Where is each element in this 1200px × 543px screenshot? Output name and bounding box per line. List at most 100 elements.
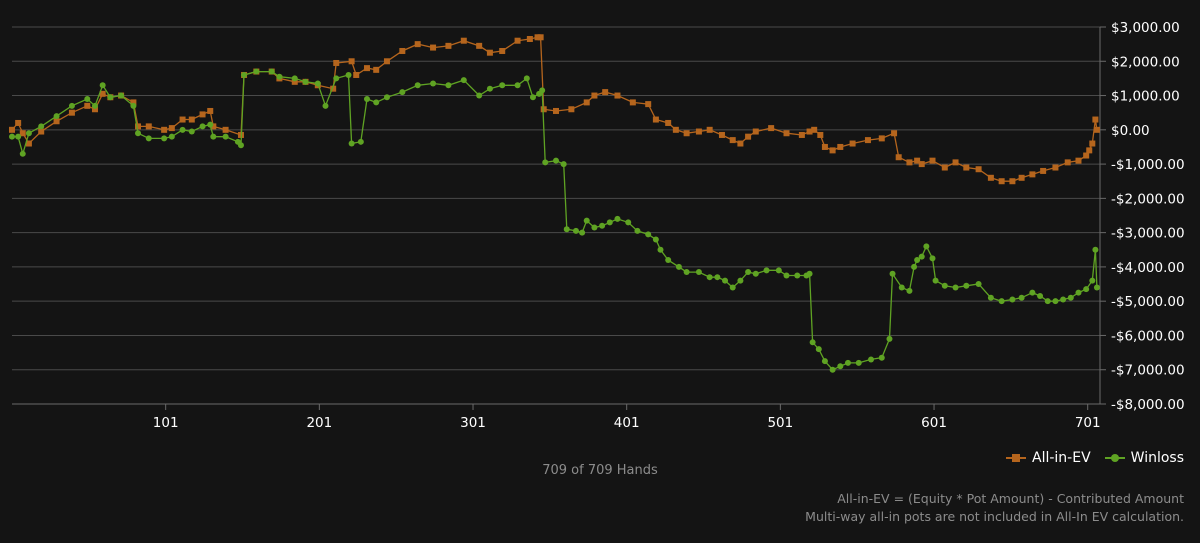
point-winloss[interactable] (932, 277, 939, 284)
point-all-in-ev[interactable] (161, 126, 168, 133)
point-all-in-ev[interactable] (1064, 159, 1071, 166)
point-winloss[interactable] (806, 270, 813, 277)
point-all-in-ev[interactable] (188, 116, 195, 123)
legend-item-all-in-ev[interactable]: All-in-EV (1006, 450, 1091, 466)
point-winloss[interactable] (314, 80, 321, 87)
point-winloss[interactable] (553, 157, 559, 164)
point-all-in-ev[interactable] (895, 154, 902, 161)
point-winloss[interactable] (809, 339, 816, 346)
point-winloss[interactable] (514, 82, 521, 89)
point-winloss[interactable] (815, 346, 822, 353)
point-winloss[interactable] (729, 284, 736, 291)
point-winloss[interactable] (844, 359, 851, 366)
point-all-in-ev[interactable] (952, 159, 959, 166)
point-winloss[interactable] (210, 133, 217, 140)
point-winloss[interactable] (583, 217, 590, 224)
point-all-in-ev[interactable] (864, 137, 871, 144)
point-all-in-ev[interactable] (1009, 178, 1016, 185)
point-winloss[interactable] (53, 113, 60, 120)
point-all-in-ev[interactable] (652, 116, 659, 123)
point-all-in-ev[interactable] (849, 140, 856, 147)
point-all-in-ev[interactable] (199, 111, 206, 118)
point-winloss[interactable] (1060, 296, 1067, 303)
point-all-in-ev[interactable] (987, 174, 994, 181)
point-all-in-ev[interactable] (179, 116, 186, 123)
point-all-in-ev[interactable] (1040, 167, 1047, 174)
point-winloss[interactable] (253, 68, 260, 75)
point-winloss[interactable] (560, 161, 567, 168)
point-all-in-ev[interactable] (553, 107, 559, 114)
point-all-in-ev[interactable] (68, 109, 75, 116)
point-winloss[interactable] (1029, 289, 1036, 296)
point-all-in-ev[interactable] (906, 159, 913, 166)
point-winloss[interactable] (179, 126, 186, 133)
point-all-in-ev[interactable] (135, 123, 142, 130)
point-all-in-ev[interactable] (445, 42, 452, 49)
point-all-in-ev[interactable] (91, 106, 98, 113)
point-winloss[interactable] (476, 92, 483, 99)
point-winloss[interactable] (25, 130, 32, 137)
point-winloss[interactable] (929, 255, 936, 262)
point-winloss[interactable] (914, 257, 921, 264)
point-all-in-ev[interactable] (526, 35, 533, 42)
point-all-in-ev[interactable] (460, 37, 467, 44)
point-winloss[interactable] (499, 82, 506, 89)
point-all-in-ev[interactable] (798, 131, 805, 138)
point-winloss[interactable] (625, 219, 632, 226)
point-all-in-ev[interactable] (998, 178, 1005, 185)
point-winloss[interactable] (783, 272, 790, 279)
point-winloss[interactable] (868, 356, 875, 363)
point-all-in-ev[interactable] (168, 125, 175, 132)
point-all-in-ev[interactable] (291, 78, 298, 85)
point-winloss[interactable] (430, 80, 437, 87)
point-winloss[interactable] (9, 133, 15, 140)
point-all-in-ev[interactable] (373, 66, 380, 73)
point-all-in-ev[interactable] (1092, 116, 1099, 123)
point-winloss[interactable] (695, 269, 702, 276)
point-winloss[interactable] (118, 92, 125, 99)
point-all-in-ev[interactable] (918, 161, 925, 168)
point-all-in-ev[interactable] (941, 164, 948, 171)
point-all-in-ev[interactable] (568, 106, 575, 113)
point-winloss[interactable] (1093, 284, 1100, 291)
point-all-in-ev[interactable] (837, 143, 844, 150)
point-winloss[interactable] (911, 263, 918, 270)
point-winloss[interactable] (1089, 277, 1096, 284)
point-all-in-ev[interactable] (963, 164, 970, 171)
point-winloss[interactable] (15, 133, 22, 140)
point-winloss[interactable] (794, 272, 801, 279)
point-winloss[interactable] (445, 82, 452, 89)
point-winloss[interactable] (84, 95, 91, 102)
point-all-in-ev[interactable] (929, 157, 936, 164)
point-winloss[interactable] (188, 128, 195, 135)
point-all-in-ev[interactable] (537, 34, 544, 41)
point-winloss[interactable] (1092, 246, 1099, 253)
point-winloss[interactable] (268, 68, 275, 75)
point-winloss[interactable] (606, 219, 613, 226)
point-winloss[interactable] (572, 227, 579, 234)
point-all-in-ev[interactable] (476, 42, 483, 49)
point-all-in-ev[interactable] (602, 89, 609, 96)
point-all-in-ev[interactable] (383, 58, 390, 65)
point-winloss[interactable] (918, 253, 925, 260)
point-winloss[interactable] (683, 269, 690, 276)
point-all-in-ev[interactable] (25, 140, 32, 147)
point-all-in-ev[interactable] (729, 137, 736, 144)
point-winloss[interactable] (145, 135, 152, 142)
point-all-in-ev[interactable] (614, 92, 621, 99)
point-all-in-ev[interactable] (99, 90, 106, 97)
point-all-in-ev[interactable] (514, 37, 521, 44)
point-winloss[interactable] (722, 277, 729, 284)
point-all-in-ev[interactable] (53, 118, 60, 125)
point-all-in-ev[interactable] (645, 101, 652, 108)
point-winloss[interactable] (302, 78, 309, 85)
point-all-in-ev[interactable] (1018, 174, 1025, 181)
point-all-in-ev[interactable] (19, 130, 26, 137)
point-winloss[interactable] (645, 231, 652, 238)
point-all-in-ev[interactable] (84, 102, 91, 109)
point-all-in-ev[interactable] (591, 92, 598, 99)
point-winloss[interactable] (135, 130, 142, 137)
point-all-in-ev[interactable] (891, 130, 898, 137)
point-winloss[interactable] (207, 121, 214, 128)
point-winloss[interactable] (199, 123, 206, 130)
